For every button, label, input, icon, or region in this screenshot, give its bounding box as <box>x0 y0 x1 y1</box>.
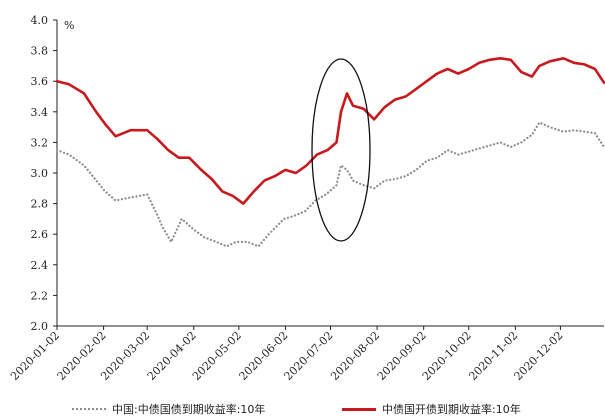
x-tick-label: 2020-12-02 <box>512 329 566 383</box>
y-tick-label: 3.6 <box>31 75 49 88</box>
legend-swatch-gov-bond <box>72 408 106 410</box>
y-axis-label: % <box>64 19 74 32</box>
y-tick-label: 2.8 <box>31 198 49 211</box>
y-tick-label: 3.4 <box>31 106 49 119</box>
x-axis: 2020-01-022020-02-022020-03-022020-04-02… <box>8 325 604 383</box>
legend-label-gov-bond: 中国:中债国债到期收益率:10年 <box>112 403 266 416</box>
y-tick-label: 3.0 <box>31 167 49 180</box>
x-tick-label: 2020-08-02 <box>328 329 382 383</box>
y-tick-label: 4.0 <box>31 14 49 27</box>
y-tick-label: 2.2 <box>31 289 49 302</box>
y-axis: 2.0 2.2 2.4 2.6 2.8 3.0 3.2 3.4 3.6 3.8 4.0 <box>31 14 58 333</box>
highlight-ellipse <box>311 58 371 242</box>
series-layer <box>55 57 605 248</box>
y-tick-label: 2.6 <box>31 228 49 241</box>
yield-chart: 2.0 2.2 2.4 2.6 2.8 3.0 3.2 3.4 3.6 3.8 4.0 2020-0… <box>8 14 605 383</box>
y-tick-label: 2.4 <box>31 259 49 272</box>
legend-item-cdb-bond: 中债国开债到期收益率:10年 <box>342 401 521 417</box>
legend-item-gov-bond: 中国:中债国债到期收益率:10年 <box>72 401 265 417</box>
legend: 中国:中债国债到期收益率:10年 中债国开债到期收益率:10年 <box>0 399 605 417</box>
legend-swatch-cdb-bond <box>342 407 376 411</box>
x-tick-label: 2020-10-02 <box>420 329 474 383</box>
y-tick-label: 3.8 <box>31 45 49 58</box>
x-tick-label: 2020-07-02 <box>282 329 336 383</box>
series-line-gov-bond <box>55 121 605 248</box>
y-tick-label: 2.0 <box>31 320 49 333</box>
x-tick-label: 2020-05-02 <box>190 329 244 383</box>
y-tick-label: 3.2 <box>31 136 49 149</box>
legend-label-cdb-bond: 中债国开债到期收益率:10年 <box>382 403 521 416</box>
series-line-cdb-bond <box>55 57 605 205</box>
x-tick-label: 2020-01-02 <box>8 329 62 383</box>
